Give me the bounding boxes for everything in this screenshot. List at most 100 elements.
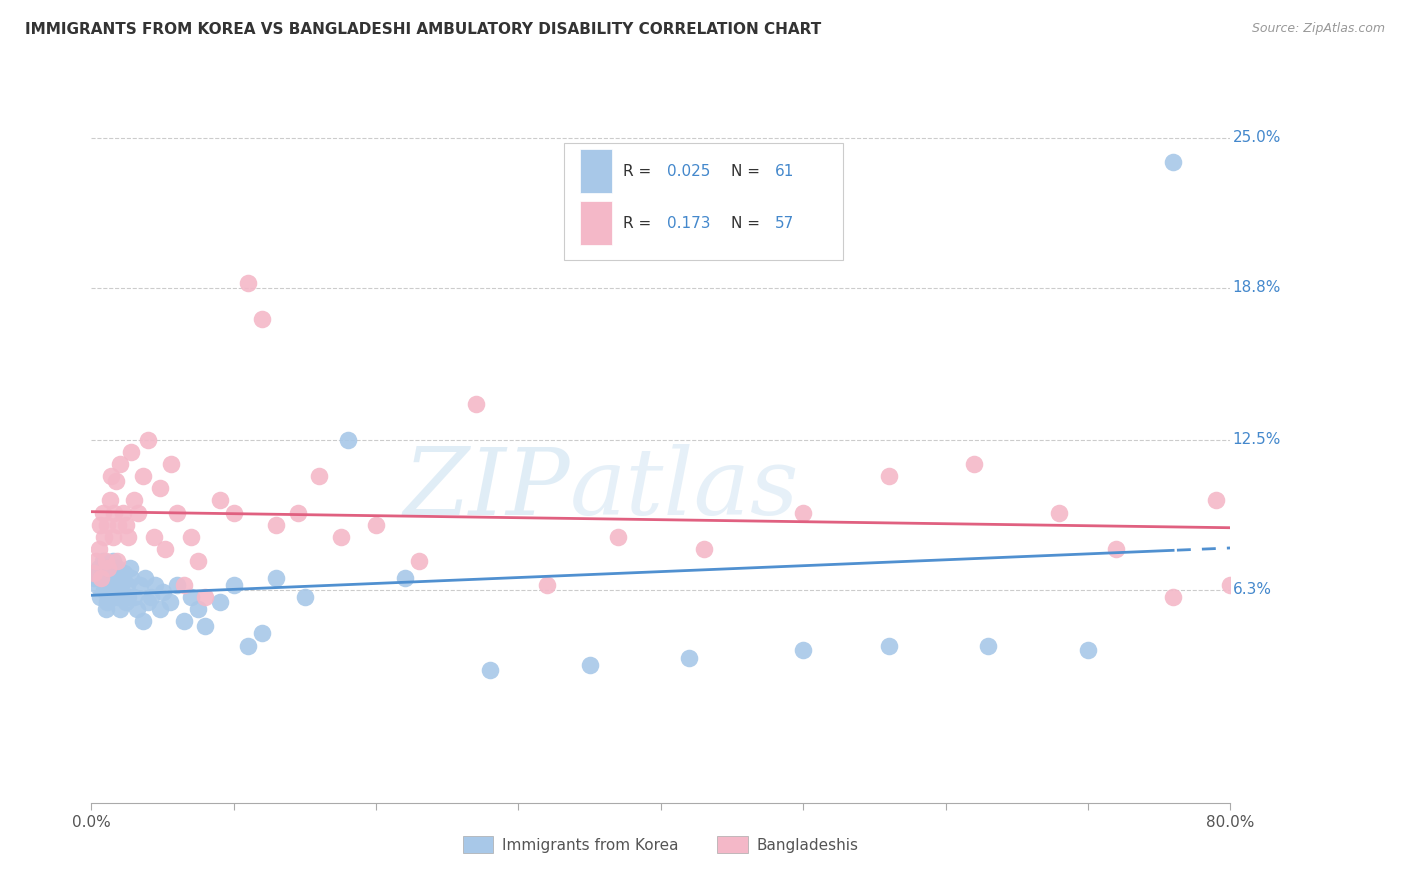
Point xyxy=(145,578,167,592)
Point xyxy=(963,457,986,471)
Point xyxy=(180,530,202,544)
Point xyxy=(266,517,288,532)
Point xyxy=(1219,578,1241,592)
Point xyxy=(692,541,714,556)
Legend: Immigrants from Korea, Bangladeshis: Immigrants from Korea, Bangladeshis xyxy=(457,830,865,859)
Text: R =: R = xyxy=(623,164,657,178)
Point xyxy=(1161,154,1184,169)
Point xyxy=(94,602,117,616)
Point xyxy=(120,445,142,459)
Text: 61: 61 xyxy=(775,164,794,178)
Point xyxy=(131,615,153,629)
Point xyxy=(97,561,120,575)
Point xyxy=(287,506,309,520)
Point xyxy=(93,530,115,544)
Point xyxy=(143,530,166,544)
Point xyxy=(94,554,117,568)
Point xyxy=(236,639,259,653)
Point xyxy=(114,595,136,609)
Point xyxy=(792,506,814,520)
Point xyxy=(83,566,105,580)
Point xyxy=(173,615,195,629)
Text: N =: N = xyxy=(731,216,765,230)
Text: 25.0%: 25.0% xyxy=(1233,130,1281,145)
Point xyxy=(84,566,107,580)
Point xyxy=(250,626,273,640)
Text: ZIP: ZIP xyxy=(404,444,569,533)
Point xyxy=(250,312,273,326)
Point xyxy=(208,595,231,609)
Point xyxy=(294,590,316,604)
Point xyxy=(329,530,352,544)
Point xyxy=(100,566,122,580)
Point xyxy=(87,541,110,556)
Point xyxy=(96,517,118,532)
Point xyxy=(103,506,125,520)
Point xyxy=(87,561,110,575)
Point xyxy=(128,578,150,592)
Point xyxy=(187,602,209,616)
Point xyxy=(111,571,134,585)
Point xyxy=(100,469,122,483)
Point xyxy=(141,590,163,604)
Point xyxy=(84,554,107,568)
Text: IMMIGRANTS FROM KOREA VS BANGLADESHI AMBULATORY DISABILITY CORRELATION CHART: IMMIGRANTS FROM KOREA VS BANGLADESHI AMB… xyxy=(25,22,821,37)
Point xyxy=(108,457,131,471)
Text: N =: N = xyxy=(731,164,765,178)
Point xyxy=(222,506,245,520)
Point xyxy=(236,276,259,290)
FancyBboxPatch shape xyxy=(579,201,612,245)
Point xyxy=(90,571,112,585)
Point xyxy=(107,590,129,604)
Point xyxy=(86,578,108,592)
Point xyxy=(464,397,486,411)
Point xyxy=(93,582,115,597)
Point xyxy=(112,566,135,580)
Point xyxy=(97,561,120,575)
Point xyxy=(1105,541,1128,556)
Point xyxy=(678,650,700,665)
Point xyxy=(138,595,160,609)
Point xyxy=(117,530,139,544)
Point xyxy=(96,595,118,609)
Point xyxy=(1049,506,1071,520)
Point xyxy=(101,554,124,568)
Point xyxy=(1161,590,1184,604)
Point xyxy=(105,554,128,568)
Point xyxy=(104,474,127,488)
Point xyxy=(194,619,217,633)
Text: R =: R = xyxy=(623,216,657,230)
Point xyxy=(149,481,172,495)
Point xyxy=(94,566,117,580)
Text: 18.8%: 18.8% xyxy=(1233,280,1281,295)
Text: 12.5%: 12.5% xyxy=(1233,433,1281,448)
Point xyxy=(792,643,814,657)
Point xyxy=(222,578,245,592)
Point xyxy=(194,590,217,604)
Point xyxy=(180,590,202,604)
Point xyxy=(877,469,900,483)
Point xyxy=(127,506,149,520)
Point xyxy=(308,469,330,483)
Text: 0.173: 0.173 xyxy=(666,216,710,230)
Point xyxy=(152,585,174,599)
Point xyxy=(114,517,136,532)
Point xyxy=(125,602,148,616)
FancyBboxPatch shape xyxy=(564,143,844,260)
Point xyxy=(91,506,114,520)
Point xyxy=(98,578,121,592)
Point xyxy=(105,561,128,575)
Point xyxy=(91,554,114,568)
Point xyxy=(117,590,139,604)
Point xyxy=(408,554,430,568)
Point xyxy=(122,590,145,604)
Point xyxy=(149,602,172,616)
Point xyxy=(103,578,125,592)
Point xyxy=(159,595,181,609)
Point xyxy=(536,578,558,592)
Point xyxy=(160,457,183,471)
Point xyxy=(131,469,153,483)
Point xyxy=(111,506,134,520)
FancyBboxPatch shape xyxy=(579,149,612,194)
Point xyxy=(107,517,129,532)
